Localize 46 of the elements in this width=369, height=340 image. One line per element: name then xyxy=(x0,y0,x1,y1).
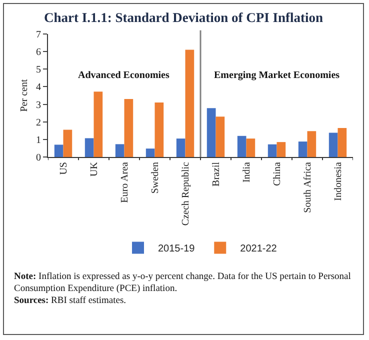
bar xyxy=(154,102,164,157)
bar xyxy=(246,138,256,157)
x-tick-label: Euro Area xyxy=(120,161,130,203)
bar xyxy=(328,132,338,157)
source-note: Sources: RBI staff estimates. xyxy=(14,295,128,307)
y-tick-label: 0 xyxy=(36,152,41,164)
y-tick-label: 3 xyxy=(36,100,41,111)
x-tick-label: Czech Republic xyxy=(180,161,192,226)
bar xyxy=(298,142,308,157)
bar xyxy=(206,108,216,157)
bar xyxy=(146,148,155,157)
bar xyxy=(185,50,194,157)
x-tick-label: Brazil xyxy=(211,162,222,186)
bar xyxy=(115,144,124,157)
y-tick-label: 4 xyxy=(36,82,41,94)
bar xyxy=(176,138,186,157)
bar xyxy=(307,131,316,157)
bar xyxy=(124,99,134,157)
x-tick-label: China xyxy=(272,161,283,186)
y-axis-title: Per cent xyxy=(19,79,30,112)
bar xyxy=(268,144,277,157)
chart-title: Chart I.1.1: Standard Deviation of CPI Inflation xyxy=(42,10,324,26)
bar xyxy=(216,116,225,157)
bar xyxy=(338,128,347,157)
bar xyxy=(84,138,94,157)
y-tick-label: 7 xyxy=(36,30,41,40)
x-tick-label: US xyxy=(58,162,70,175)
bar xyxy=(54,144,64,157)
legend-label: 2021-22 xyxy=(240,244,278,255)
x-tick-label: UK xyxy=(89,161,100,176)
y-tick-label: 1 xyxy=(36,134,41,146)
y-tick-label: 5 xyxy=(36,64,41,76)
y-tick-label: 6 xyxy=(36,47,41,58)
text: Note: Inflation is expressed as y-o-y percent change. Data for the US pertain to Personal Consumption Expenditure (PCE) inflation. xyxy=(14,271,352,295)
bar xyxy=(237,136,246,157)
x-tick-label: Sweden xyxy=(150,162,161,194)
x-tick-label: South Africa xyxy=(302,161,314,213)
bar xyxy=(94,92,103,157)
x-tick-label: Indonesia xyxy=(333,161,344,201)
y-tick-label: 2 xyxy=(36,117,41,128)
bar xyxy=(276,142,286,157)
x-tick-label: India xyxy=(242,161,252,183)
bar xyxy=(63,130,72,157)
annotation: Emerging Market Economies xyxy=(214,70,340,81)
annotation: Advanced Economies xyxy=(78,70,170,81)
legend-label: 2015-19 xyxy=(158,244,196,255)
